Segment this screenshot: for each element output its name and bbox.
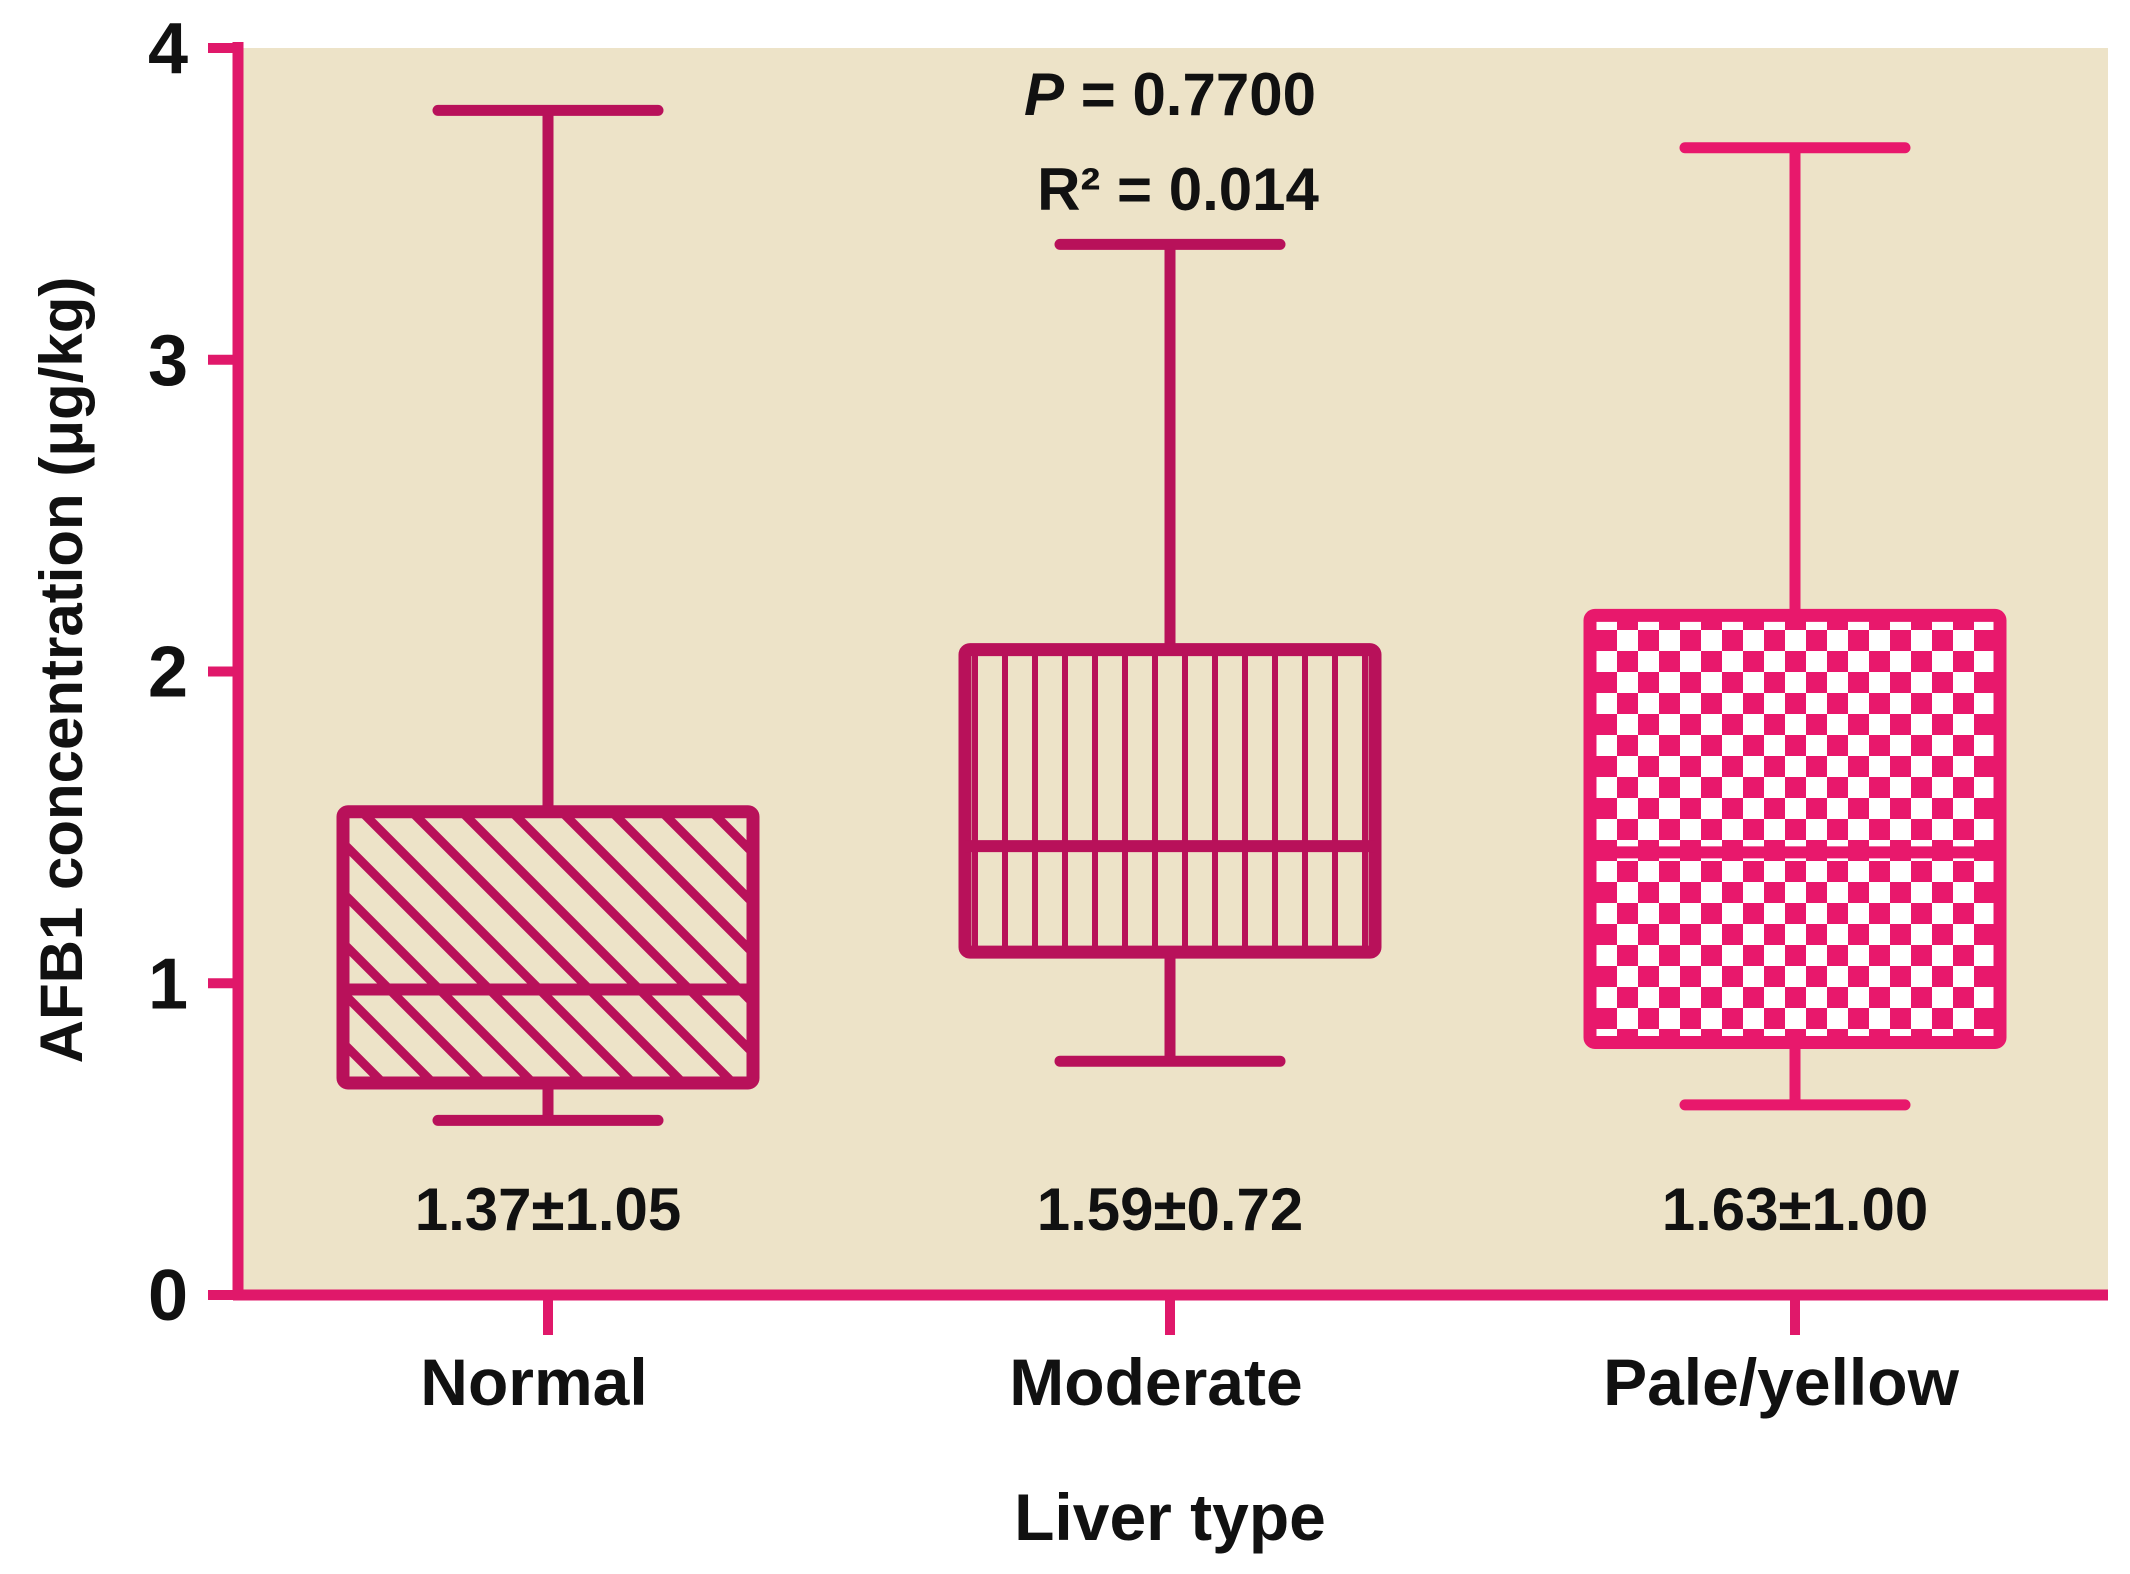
box-group-normal: 1.37±1.05 xyxy=(336,104,760,1243)
stats-annotation: P = 0.7700 R² = 0.014 xyxy=(1024,61,1320,223)
x-tick-label: Moderate xyxy=(1009,1345,1302,1419)
r-squared-text: R² = 0.014 xyxy=(1037,156,1319,223)
p-value-text: P = 0.7700 xyxy=(1024,61,1316,128)
box-group-pale-yellow: 1.63±1.00 xyxy=(1583,142,2007,1243)
y-ticks: 0 1 2 3 4 xyxy=(148,9,238,1336)
y-tick-label: 2 xyxy=(148,633,188,713)
box-pattern xyxy=(343,811,753,1084)
y-tick-label: 4 xyxy=(148,9,188,89)
y-tick-label: 3 xyxy=(148,321,188,401)
x-ticks: Normal Moderate Pale/yellow xyxy=(420,1295,1960,1419)
box-outline xyxy=(1583,608,2007,1049)
mean-sd-label: 1.37±1.05 xyxy=(415,1176,681,1243)
mean-sd-label: 1.63±1.00 xyxy=(1662,1176,1928,1243)
x-tick-label: Normal xyxy=(420,1345,647,1419)
box-pattern xyxy=(1590,615,2000,1043)
boxes-layer: 1.37±1.05 1.59±0.72 1.63±1.00 xyxy=(336,104,2007,1243)
x-tick-label: Pale/yellow xyxy=(1603,1345,1960,1419)
box-outline xyxy=(958,643,1382,959)
box-outline xyxy=(336,805,760,1090)
y-tick-label: 1 xyxy=(148,944,188,1024)
box-pattern xyxy=(965,649,1375,953)
y-tick-label: 0 xyxy=(148,1256,188,1336)
mean-sd-label: 1.59±0.72 xyxy=(1037,1176,1303,1243)
x-axis-title: Liver type xyxy=(1014,1480,1326,1554)
y-axis-title: AFB1 concentration (μg/kg) xyxy=(28,277,95,1064)
box-group-moderate: 1.59±0.72 xyxy=(958,238,1382,1243)
